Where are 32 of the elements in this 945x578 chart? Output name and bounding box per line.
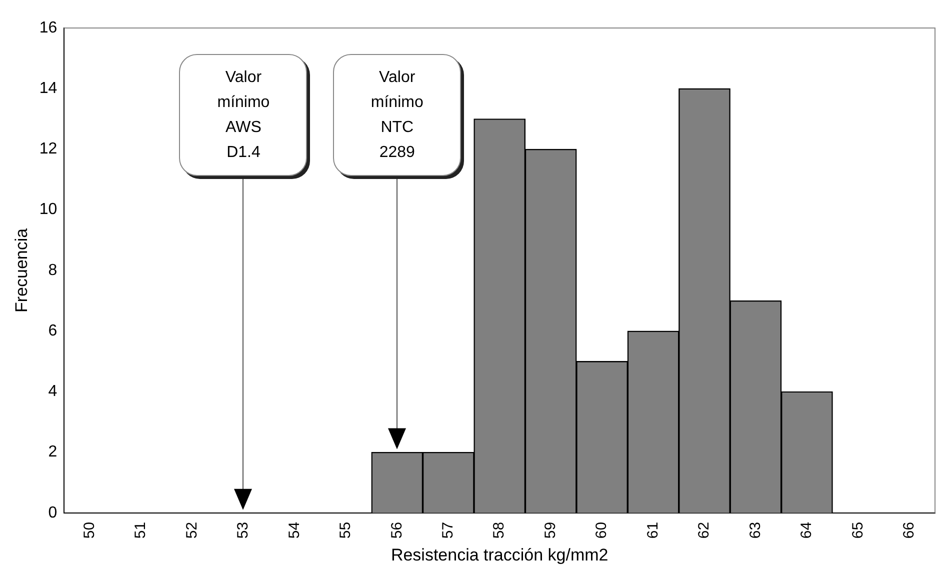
x-tick-label: 50 (80, 522, 98, 539)
x-tick-label: 56 (388, 522, 406, 539)
y-tick-label: 10 (39, 201, 58, 218)
y-tick-label: 12 (39, 140, 58, 158)
x-tick-label: 66 (900, 522, 918, 539)
y-tick-label: 0 (48, 504, 58, 522)
x-tick-label: 63 (746, 522, 764, 539)
x-tick-label: 62 (696, 522, 713, 539)
y-tick-label: 4 (48, 383, 58, 400)
callout-box: Valor mínimo AWS D1.4 (179, 54, 308, 176)
annotation: Valor mínimo NTC 2289 (370, 68, 424, 163)
x-tick-label: 59 (542, 522, 559, 539)
x-axis-title: Resistencia tracción kg/mm2 (390, 545, 608, 564)
x-tick-label: 51 (132, 522, 150, 539)
x-tick-label: 52 (183, 522, 200, 539)
x-tick-label: 54 (286, 522, 303, 539)
annotation: Valor mínimo AWS D1.4 (216, 68, 271, 163)
y-tick-label: 14 (39, 80, 58, 98)
x-tick-label: 58 (490, 522, 508, 539)
x-tick-label: 60 (593, 522, 610, 539)
y-tick-label: 16 (39, 19, 58, 36)
x-tick-label: 53 (234, 522, 252, 539)
x-tick-label: 55 (337, 522, 354, 539)
callout-box: Valor mínimo NTC 2289 (333, 54, 462, 176)
x-tick-label: 65 (849, 522, 866, 539)
x-tick-label: 61 (644, 522, 662, 539)
y-tick-label: 8 (48, 262, 58, 279)
y-tick-label: 6 (48, 322, 58, 340)
x-tick-label: 64 (798, 522, 816, 539)
y-tick-label: 2 (48, 444, 58, 461)
y-axis-title: Frecuencia (12, 228, 31, 313)
x-tick-label: 57 (440, 522, 457, 539)
